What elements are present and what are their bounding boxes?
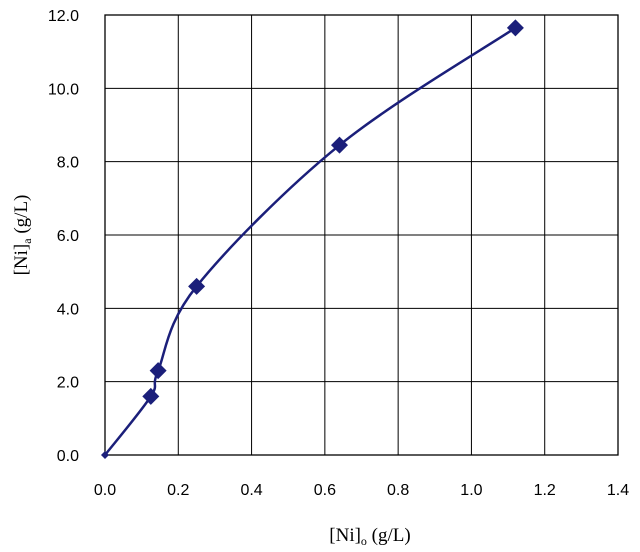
data-point — [101, 451, 109, 459]
x-tick-label: 0.0 — [94, 482, 116, 499]
x-tick-label: 1.0 — [460, 482, 482, 499]
x-tick-label: 0.6 — [314, 482, 336, 499]
y-tick-label: 6.0 — [57, 228, 79, 245]
x-tick-label: 0.8 — [387, 482, 409, 499]
data-point — [331, 136, 349, 154]
plot-border — [104, 14, 619, 456]
x-axis-label: [Ni]o (g/L) — [329, 525, 410, 548]
x-tick-label: 1.2 — [534, 482, 556, 499]
data-series — [101, 19, 524, 459]
x-tick-label: 0.2 — [167, 482, 189, 499]
x-tick-label: 0.4 — [240, 482, 262, 499]
y-axis-tick-labels: 0.0 2.0 4.0 6.0 8.0 10.0 12.0 — [48, 8, 79, 465]
x-axis-tick-labels: 0.0 0.2 0.4 0.6 0.8 1.0 1.2 1.4 — [94, 482, 629, 499]
y-tick-label: 12.0 — [48, 8, 79, 25]
y-tick-label: 0.0 — [57, 448, 79, 465]
data-point — [188, 277, 206, 295]
data-point — [149, 362, 167, 380]
y-tick-label: 10.0 — [48, 81, 79, 98]
y-tick-label: 2.0 — [57, 375, 79, 392]
y-axis-label: [Ni]a (g/L) — [11, 195, 34, 276]
x-tick-label: 1.4 — [607, 482, 629, 499]
data-point — [506, 19, 524, 37]
y-tick-label: 8.0 — [57, 155, 79, 172]
y-tick-label: 4.0 — [57, 301, 79, 318]
data-point — [142, 387, 160, 405]
